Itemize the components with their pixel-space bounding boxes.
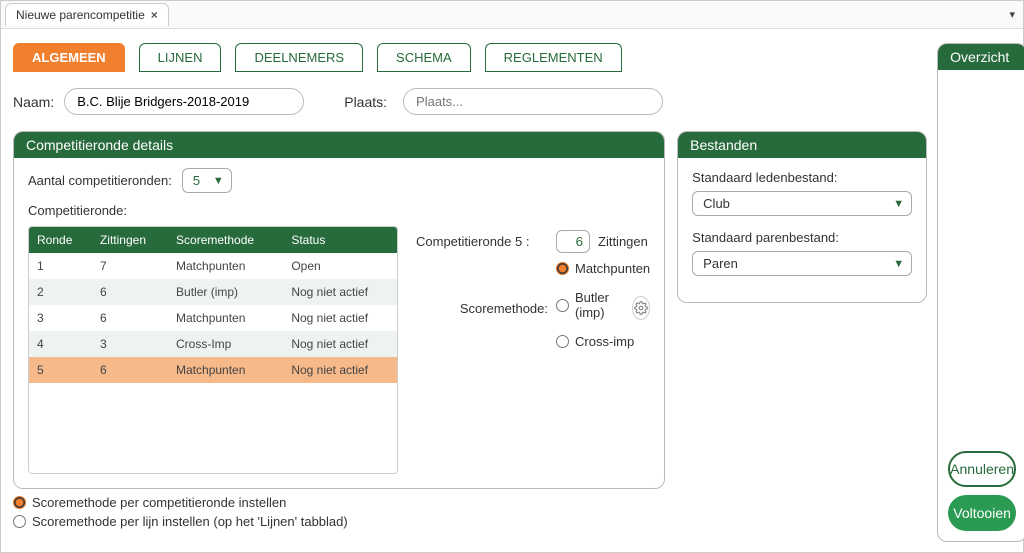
aantal-ronden-select[interactable]: 5: [182, 168, 232, 193]
label-std-paren: Standaard parenbestand:: [692, 230, 912, 245]
label-std-leden: Standaard ledenbestand:: [692, 170, 912, 185]
table-row[interactable]: 1 7 Matchpunten Open: [29, 253, 397, 279]
complete-button[interactable]: Voltooien: [948, 495, 1016, 531]
cancel-button[interactable]: Annuleren: [948, 451, 1016, 487]
gear-icon[interactable]: [632, 296, 650, 320]
tab-schema[interactable]: SCHEMA: [377, 43, 471, 72]
document-tab-title: Nieuwe parencompetitie: [16, 8, 145, 22]
th-zittingen: Zittingen: [92, 227, 168, 253]
tab-lijnen[interactable]: LIJNEN: [139, 43, 222, 72]
th-score: Scoremethode: [168, 227, 283, 253]
label-scoremethode: Scoremethode:: [416, 301, 548, 316]
panel-title-details: Competitieronde details: [14, 132, 664, 158]
th-status: Status: [283, 227, 397, 253]
plaats-input[interactable]: [403, 88, 663, 115]
parenbestand-select[interactable]: Paren: [692, 251, 912, 276]
bestanden-panel: Bestanden Standaard ledenbestand: Club ▼…: [677, 131, 927, 303]
table-row[interactable]: 4 3 Cross-Imp Nog niet actief: [29, 331, 397, 357]
ledenbestand-select[interactable]: Club: [692, 191, 912, 216]
overzicht-panel: Overzicht Annuleren Voltooien: [937, 43, 1024, 542]
document-tab[interactable]: Nieuwe parencompetitie ×: [5, 3, 169, 26]
tab-reglementen[interactable]: REGLEMENTEN: [485, 43, 622, 72]
table-row[interactable]: 3 6 Matchpunten Nog niet actief: [29, 305, 397, 331]
table-row[interactable]: 5 6 Matchpunten Nog niet actief: [29, 357, 397, 383]
panel-title-bestanden: Bestanden: [678, 132, 926, 158]
label-zittingen-suffix: Zittingen: [598, 234, 648, 249]
table-row[interactable]: 2 6 Butler (imp) Nog niet actief: [29, 279, 397, 305]
tab-algemeen[interactable]: ALGEMEEN: [13, 43, 125, 72]
label-aantal-ronden: Aantal competitieronden:: [28, 173, 172, 188]
nav-tabs: ALGEMEEN LIJNEN DEELNEMERS SCHEMA REGLEM…: [13, 43, 927, 72]
tab-deelnemers[interactable]: DEELNEMERS: [235, 43, 363, 72]
label-competitieronde: Competitieronde:: [28, 203, 650, 218]
menu-dropdown-icon[interactable]: ▾: [1009, 8, 1015, 21]
close-icon[interactable]: ×: [151, 8, 158, 22]
label-comp-num: Competitieronde 5 :: [416, 234, 548, 249]
radio-sm-per-ronde[interactable]: Scoremethode per competitieronde instell…: [13, 495, 927, 510]
competitieronde-details-panel: Competitieronde details Aantal competiti…: [13, 131, 665, 489]
ronden-table: Ronde Zittingen Scoremethode Status: [28, 226, 398, 474]
radio-sm-per-lijn[interactable]: Scoremethode per lijn instellen (op het …: [13, 514, 927, 529]
document-tab-bar: Nieuwe parencompetitie × ▾: [1, 1, 1023, 29]
label-plaats: Plaats:: [344, 94, 387, 110]
radio-cross[interactable]: Cross-imp: [556, 334, 634, 349]
label-naam: Naam:: [13, 94, 54, 110]
th-ronde: Ronde: [29, 227, 92, 253]
radio-butler[interactable]: Butler (imp): [556, 290, 620, 320]
zittingen-input[interactable]: [556, 230, 590, 253]
panel-title-overzicht: Overzicht: [938, 44, 1024, 70]
radio-matchpunten[interactable]: Matchpunten: [556, 261, 650, 276]
naam-input[interactable]: [64, 88, 304, 115]
